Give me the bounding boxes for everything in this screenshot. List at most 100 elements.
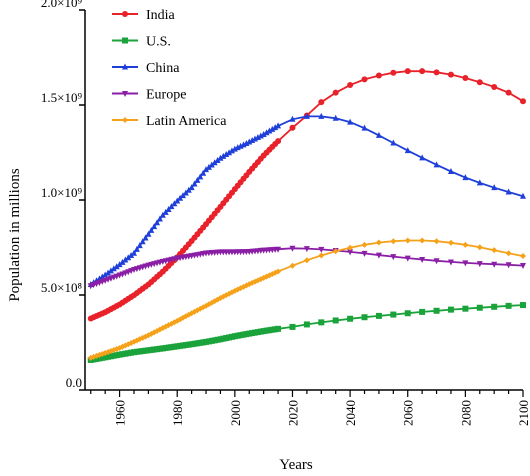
data-point-china xyxy=(154,219,161,226)
y-tick-label: 1.0×10⁹ xyxy=(41,185,83,200)
data-point-india xyxy=(520,98,526,105)
data-point-china xyxy=(122,256,129,263)
data-point-europe xyxy=(289,245,296,252)
data-point-china xyxy=(125,254,132,261)
data-point-u-s xyxy=(433,307,440,314)
data-point-latin-america xyxy=(332,248,339,255)
data-point-china xyxy=(228,147,235,154)
data-point-india xyxy=(476,79,483,86)
data-point-china xyxy=(203,166,210,173)
data-point-china xyxy=(217,154,224,161)
data-point-china xyxy=(289,115,296,122)
data-point-u-s xyxy=(462,305,469,312)
data-point-china xyxy=(263,129,270,136)
data-point-latin-america xyxy=(462,241,469,248)
data-point-u-s xyxy=(447,306,454,313)
y-tick-label: 0.0 xyxy=(66,375,82,390)
data-point-china xyxy=(136,242,143,249)
data-point-india xyxy=(332,89,339,96)
data-point-china xyxy=(194,176,201,183)
data-point-china xyxy=(174,197,181,204)
legend-marker xyxy=(122,91,128,97)
data-point-china xyxy=(390,139,397,146)
legend-item-u-s: U.S. xyxy=(112,35,171,50)
series-layer xyxy=(87,68,526,363)
legend-marker xyxy=(122,11,128,17)
data-point-china xyxy=(130,249,137,256)
data-point-china xyxy=(272,124,279,131)
data-point-u-s xyxy=(375,312,382,319)
legend-label: Europe xyxy=(146,88,186,103)
legend-label: Latin America xyxy=(146,114,227,129)
data-point-china xyxy=(102,271,109,278)
x-tick-label: 2040 xyxy=(343,400,358,426)
data-point-latin-america xyxy=(419,237,426,244)
legend-item-latin-america: Latin America xyxy=(112,114,227,129)
legend: India U.S. China Europe Latin America xyxy=(112,8,227,129)
data-point-china xyxy=(191,180,198,187)
data-point-china xyxy=(214,156,221,163)
y-tick-label: 5.0×10⁸ xyxy=(41,280,83,295)
series-u-s xyxy=(87,302,526,363)
y-tick-label: 2.0×10⁹ xyxy=(41,0,83,10)
data-point-india xyxy=(390,69,397,76)
data-point-china xyxy=(205,163,212,170)
data-point-europe xyxy=(447,259,454,266)
data-point-china xyxy=(177,194,184,201)
data-point-india xyxy=(447,71,454,78)
legend-marker xyxy=(122,63,128,70)
data-point-china xyxy=(200,169,207,176)
data-point-china xyxy=(156,215,163,222)
data-point-china xyxy=(347,118,354,125)
data-point-u-s xyxy=(303,321,310,328)
data-point-china xyxy=(139,238,146,245)
data-point-china xyxy=(505,188,512,195)
data-point-india xyxy=(275,138,282,145)
data-point-latin-america xyxy=(289,262,296,269)
legend-label: India xyxy=(146,8,176,23)
data-point-latin-america xyxy=(447,239,454,246)
legend-marker xyxy=(122,117,128,123)
data-point-china xyxy=(107,267,114,274)
data-point-latin-america xyxy=(275,268,282,275)
data-point-europe xyxy=(520,263,526,270)
data-point-china xyxy=(476,179,483,186)
series-europe xyxy=(87,245,526,290)
data-point-europe xyxy=(476,261,483,268)
legend-label: China xyxy=(146,61,180,76)
data-point-china xyxy=(116,261,123,268)
data-point-india xyxy=(289,124,296,131)
data-point-latin-america xyxy=(404,237,411,244)
data-point-europe xyxy=(491,261,498,268)
data-point-u-s xyxy=(275,325,282,332)
data-point-europe xyxy=(433,258,440,265)
data-point-india xyxy=(347,82,354,89)
data-point-china xyxy=(266,127,273,134)
data-point-europe xyxy=(390,254,397,261)
data-point-u-s xyxy=(404,310,411,317)
data-point-europe xyxy=(361,250,368,257)
data-point-europe xyxy=(275,246,282,253)
data-point-china xyxy=(110,265,117,272)
data-point-china xyxy=(179,192,186,199)
data-point-u-s xyxy=(289,323,296,330)
y-tick-label: 1.5×10⁹ xyxy=(41,90,83,105)
data-point-u-s xyxy=(419,308,426,315)
data-point-china xyxy=(375,131,382,138)
data-point-latin-america xyxy=(318,252,325,259)
data-point-china xyxy=(404,147,411,154)
data-point-china xyxy=(226,149,233,156)
data-point-china xyxy=(269,125,276,132)
data-point-china xyxy=(275,122,282,129)
data-point-europe xyxy=(347,249,354,256)
legend-item-europe: Europe xyxy=(112,88,186,103)
data-point-europe xyxy=(419,256,426,263)
series-china xyxy=(87,112,526,288)
data-point-china xyxy=(113,263,120,270)
legend-marker xyxy=(122,37,128,44)
data-point-india xyxy=(491,83,498,90)
x-tick-label: 1980 xyxy=(170,400,185,426)
data-point-india xyxy=(318,99,325,106)
data-point-india xyxy=(462,75,469,82)
